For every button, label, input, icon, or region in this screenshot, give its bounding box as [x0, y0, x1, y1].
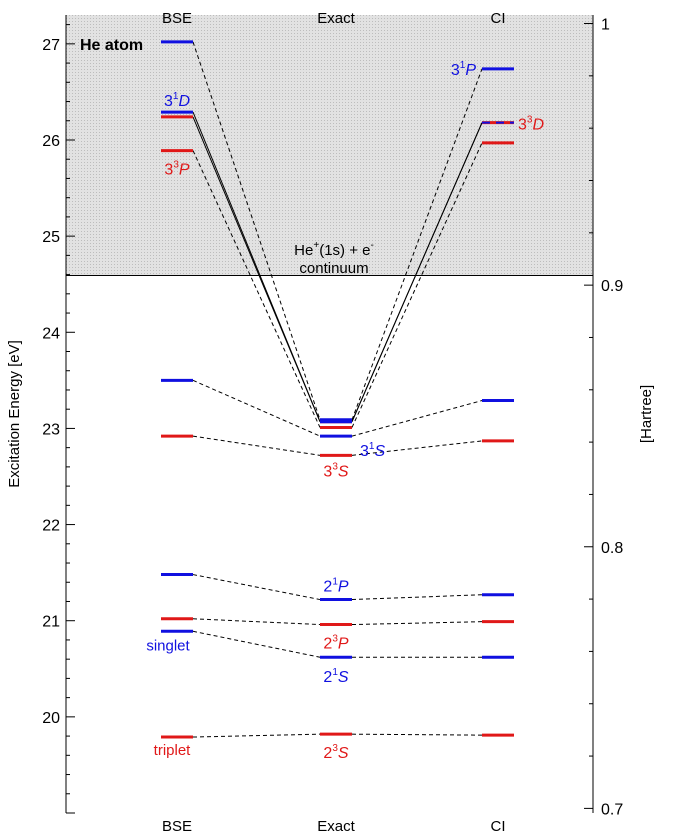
- connector-bse-exact-3_3S: [192, 435, 321, 456]
- left-axis-title: Excitation Energy [eV]: [6, 340, 23, 488]
- state-label-3_3D: 33D: [518, 115, 544, 134]
- left-tick-label-25: 25: [42, 229, 60, 246]
- left-tick-label-26: 26: [42, 133, 60, 150]
- column-header-bottom-CI: CI: [491, 818, 506, 833]
- left-tick-label-21: 21: [42, 614, 60, 631]
- continuum-label-line1: He+(1s) + e-: [294, 240, 374, 259]
- connector-exact-ci-3_3S: [351, 440, 483, 456]
- connector-exact-ci-2_3S: [351, 733, 483, 736]
- column-header-top-Exact: Exact: [317, 10, 355, 27]
- continuum-region: [66, 15, 593, 276]
- column-header-top-BSE: BSE: [162, 10, 192, 27]
- state-label-2_1P: 21P: [323, 577, 348, 596]
- connector-exact-ci-2_1P: [351, 594, 483, 601]
- connector-bse-exact-2_1P: [192, 574, 321, 601]
- column-header-top-CI: CI: [491, 10, 506, 27]
- state-label-3_3P: 33P: [164, 160, 189, 179]
- state-label-3_3S: 33S: [323, 461, 348, 480]
- connector-exact-ci-3_1P: [351, 68, 483, 420]
- left-tick-label-20: 20: [42, 710, 60, 727]
- right-tick-label-0.9: 0.9: [601, 278, 623, 295]
- state-label-2_1S: 21S: [323, 667, 348, 686]
- right-tick-label-0.8: 0.8: [601, 540, 623, 557]
- connector-bse-exact-2_3S: [192, 733, 321, 738]
- state-label-3_1D: 31D: [164, 91, 190, 110]
- legend-triplet: triplet: [154, 742, 192, 759]
- column-header-bottom-Exact: Exact: [317, 818, 355, 833]
- connector-bse-exact-3_3P: [192, 150, 321, 428]
- column-header-bottom-BSE: BSE: [162, 818, 192, 833]
- connector-bse-exact-2_3P: [192, 618, 321, 626]
- legend-singlet: singlet: [146, 637, 190, 654]
- connector-exact-ci-3_3P: [351, 142, 483, 428]
- continuum-label-line2: continuum: [299, 260, 368, 277]
- left-tick-label-24: 24: [42, 325, 60, 342]
- connector-exact-ci-3_1S: [351, 400, 483, 437]
- connector-bse-exact-3_1S: [192, 379, 321, 437]
- state-label-2_3S: 23S: [323, 743, 348, 762]
- left-tick-label-27: 27: [42, 37, 60, 54]
- connector-bse-exact-3_1D: [192, 111, 321, 422]
- left-tick-label-23: 23: [42, 421, 60, 438]
- connector-bse-exact-3_1P: [192, 41, 321, 420]
- state-label-3_1P: 31P: [451, 60, 476, 79]
- connector-bse-exact-2_1S: [192, 630, 321, 658]
- state-label-2_3P: 23P: [323, 634, 348, 653]
- chart-title: He atom: [80, 37, 143, 54]
- right-tick-label-1: 1: [601, 17, 610, 34]
- left-tick-label-22: 22: [42, 518, 60, 535]
- right-axis-title: [Hartree]: [638, 385, 655, 443]
- connector-exact-ci-2_3P: [351, 621, 483, 626]
- right-tick-label-0.7: 0.7: [601, 801, 623, 818]
- connector-exact-ci-3_1D: [351, 122, 483, 422]
- state-label-3_1S: 31S: [360, 441, 385, 460]
